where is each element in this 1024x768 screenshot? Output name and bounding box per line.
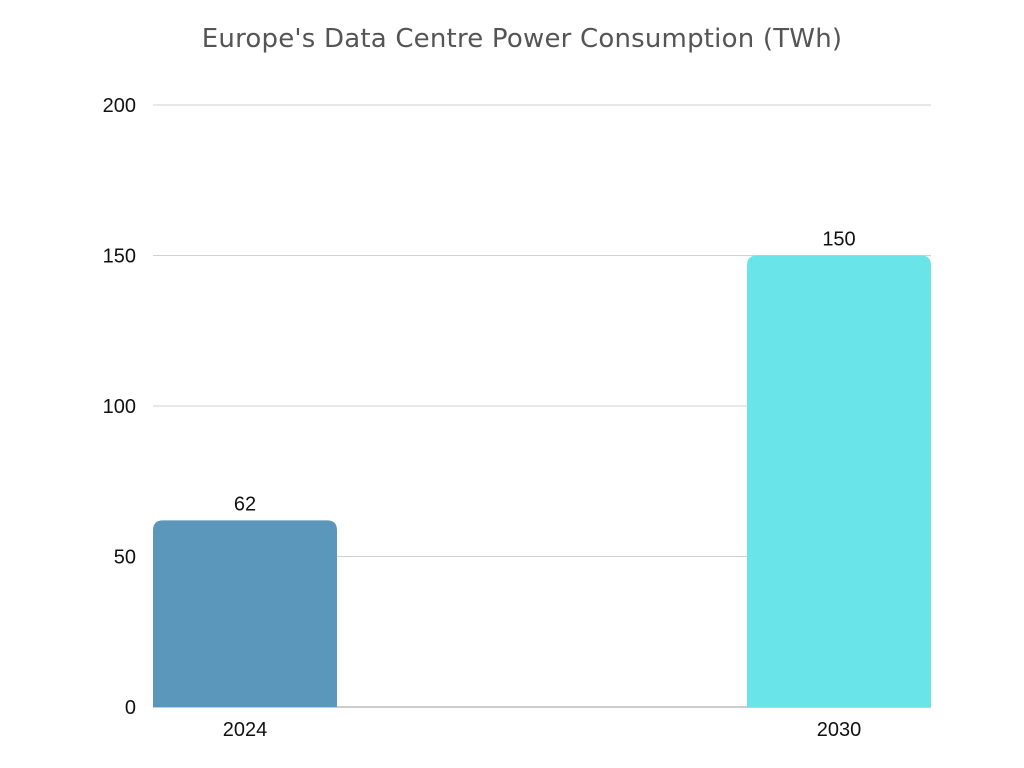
y-tick-label: 100 [103, 396, 136, 418]
data-label-2024: 62 [234, 493, 256, 515]
x-tick-label-2024: 2024 [223, 719, 268, 741]
bar-2024[interactable] [153, 520, 337, 707]
data-label-2030: 150 [822, 229, 855, 251]
y-tick-label: 50 [114, 547, 136, 569]
chart-title: Europe's Data Centre Power Consumption (… [201, 24, 843, 54]
y-tick-label: 150 [103, 246, 136, 268]
x-tick-label-2030: 2030 [817, 719, 862, 741]
y-tick-label: 200 [103, 95, 136, 117]
y-tick-label: 0 [125, 697, 136, 719]
bar-2030[interactable] [747, 255, 931, 708]
